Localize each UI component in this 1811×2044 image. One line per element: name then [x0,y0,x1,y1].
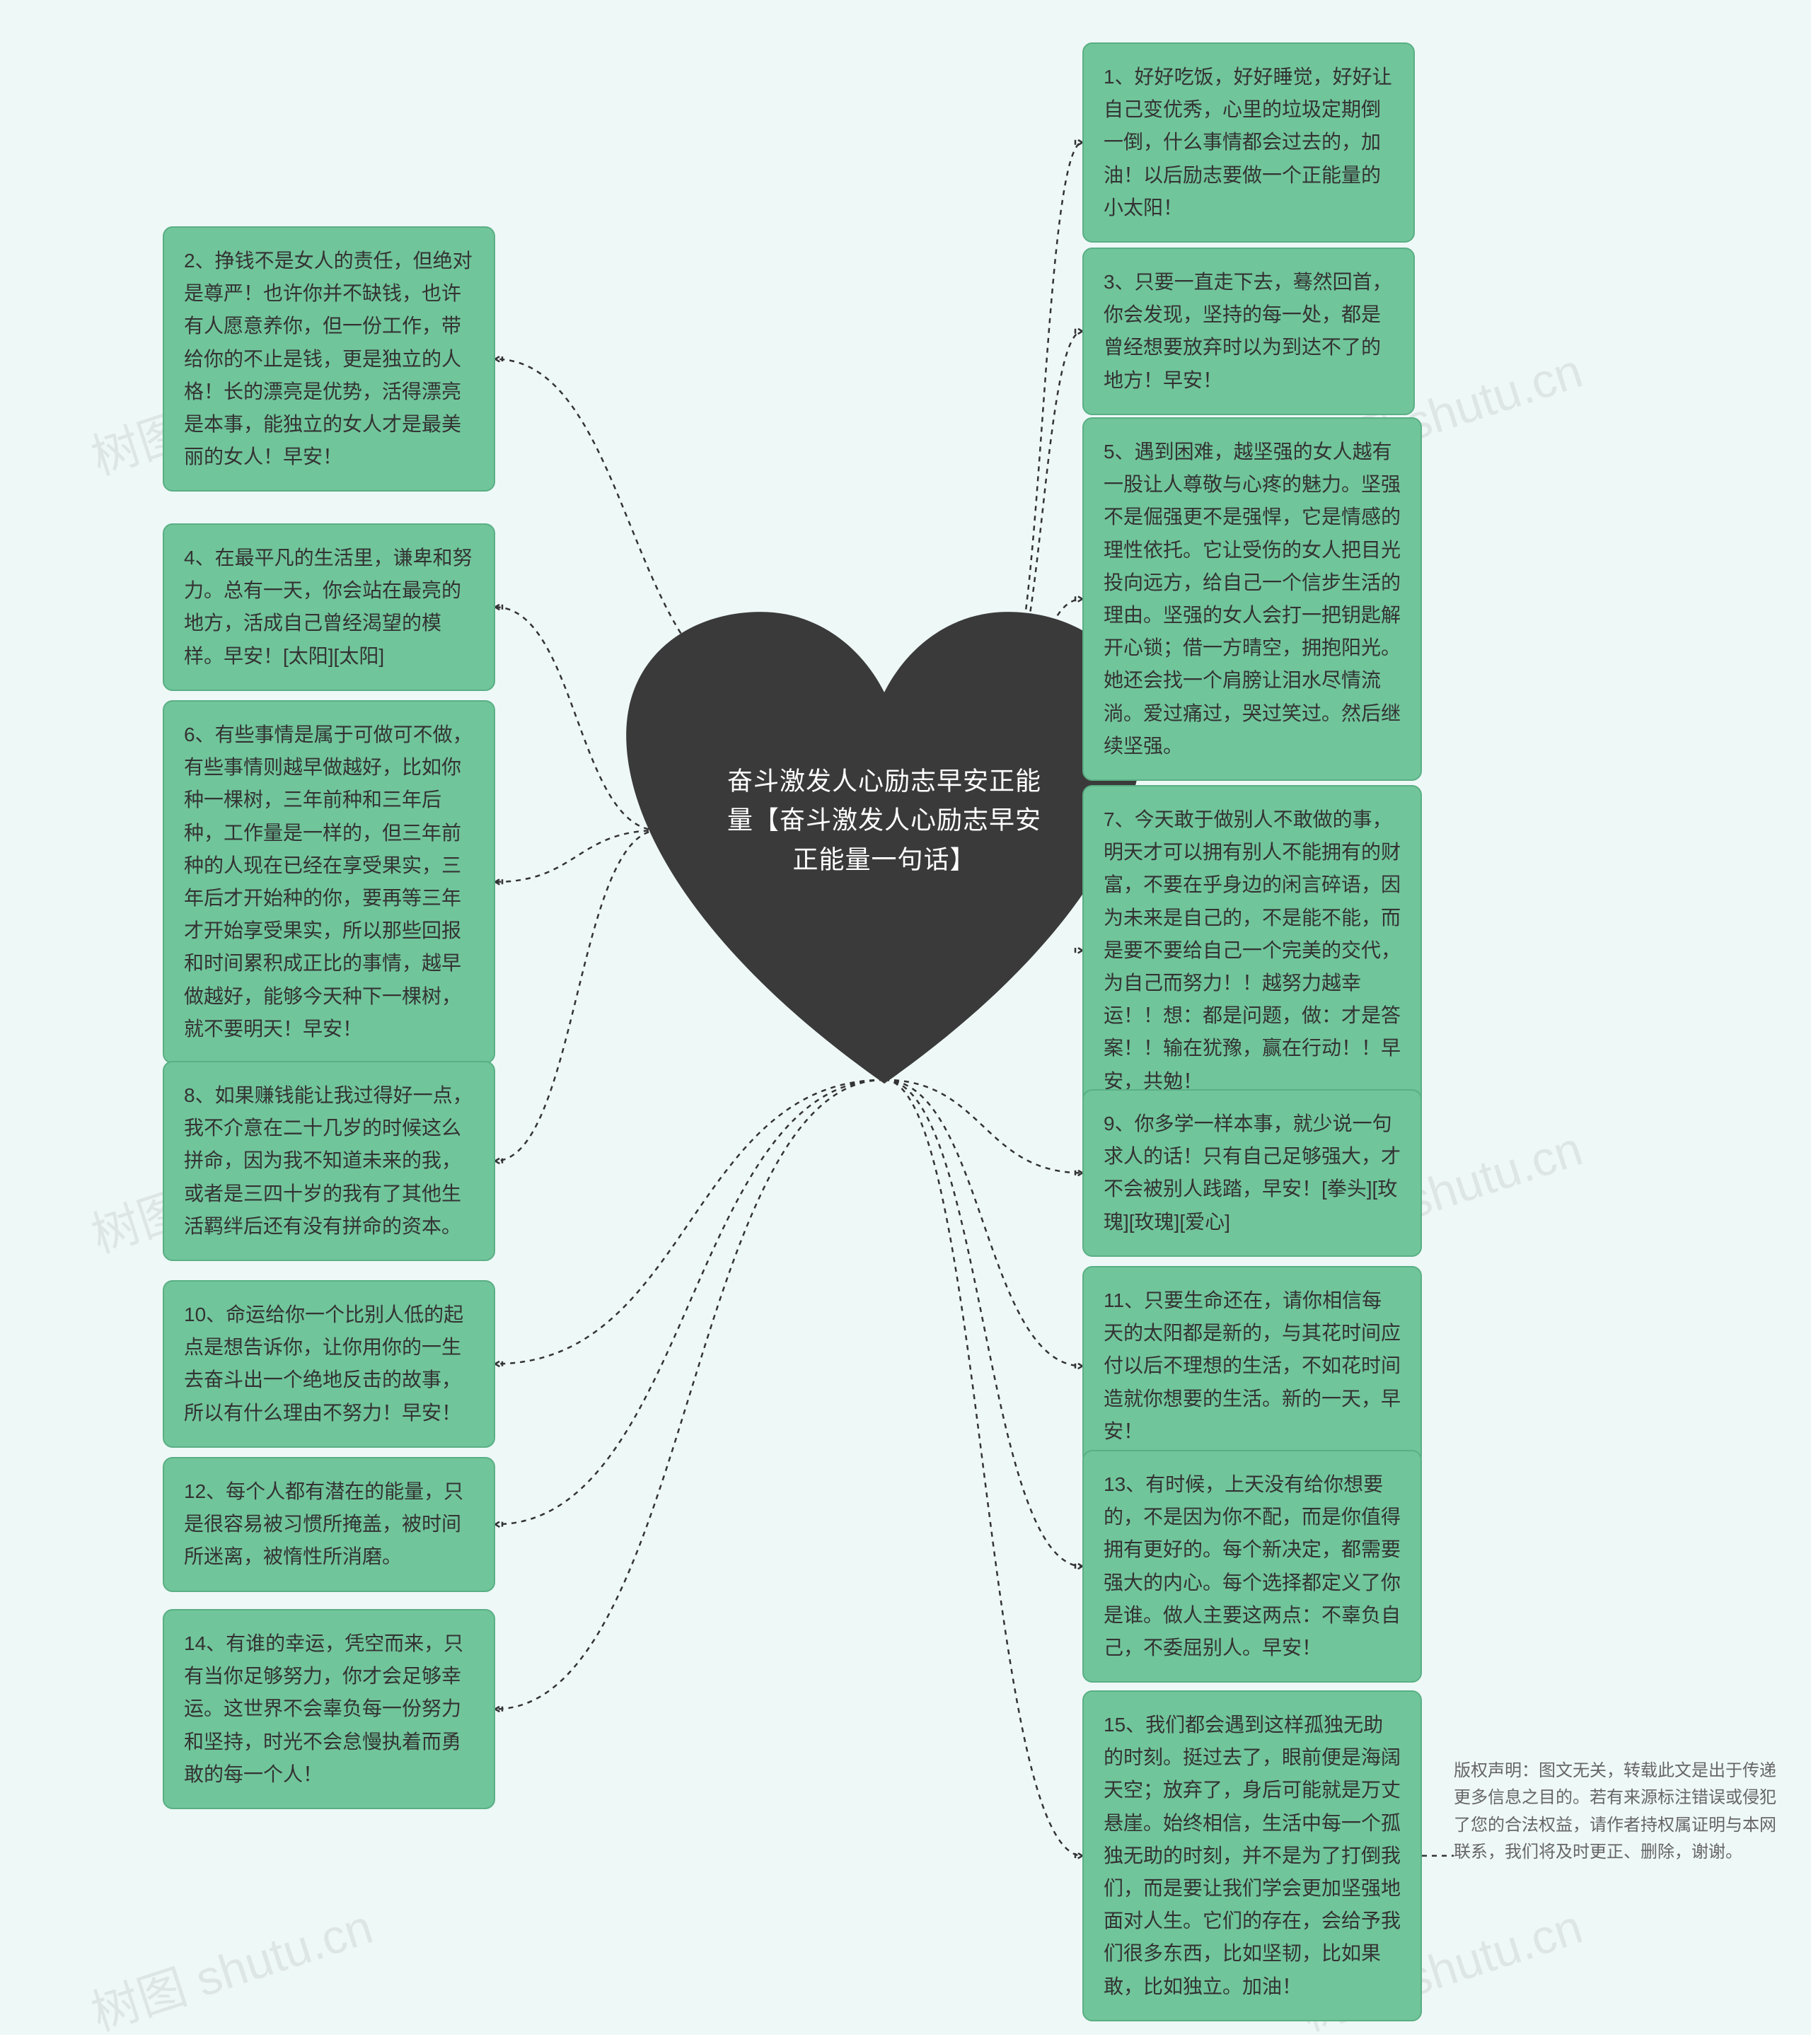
mindmap-node[interactable]: 3、只要一直走下去，蓦然回首，你会发现，坚持的每一处，都是曾经想要放弃时以为到达… [1082,248,1415,415]
mindmap-node[interactable]: 1、好好吃饭，好好睡觉，好好让自己变优秀，心里的垃圾定期倒一倒，什么事情都会过去… [1082,42,1415,243]
mindmap-node[interactable]: 6、有些事情是属于可做可不做，有些事情则越早做越好，比如你种一棵树，三年前种和三… [163,700,495,1064]
center-node-heart[interactable]: 奋斗激发人心励志早安正能量【奋斗激发人心励志早安正能量一句话】 [615,601,1153,1110]
mindmap-canvas: 树图 shutu.cn树图 shutu.cn树图 shutu.cn树图 shut… [0,0,1811,2035]
copyright-annotation: 版权声明：图文无关，转载此文是出于传递更多信息之目的。若有来源标注错误或侵犯了您… [1454,1758,1786,1866]
mindmap-node[interactable]: 12、每个人都有潜在的能量，只是很容易被习惯所掩盖，被时间所迷离，被惰性所消磨。 [163,1457,495,1592]
mindmap-node[interactable]: 11、只要生命还在，请你相信每天的太阳都是新的，与其花时间应付以后不理想的生活，… [1082,1266,1422,1466]
mindmap-node[interactable]: 4、在最平凡的生活里，谦卑和努力。总有一天，你会站在最亮的地方，活成自己曾经渴望… [163,523,495,691]
mindmap-node[interactable]: 9、你多学一样本事，就少说一句求人的话！只有自己足够强大，才不会被别人践踏，早安… [1082,1089,1422,1257]
mindmap-node[interactable]: 15、我们都会遇到这样孤独无助的时刻。挺过去了，眼前便是海阔天空；放弃了，身后可… [1082,1690,1422,2021]
mindmap-node[interactable]: 8、如果赚钱能让我过得好一点，我不介意在二十几岁的时候这么拼命，因为我不知道未来… [163,1061,495,1261]
center-title: 奋斗激发人心励志早安正能量【奋斗激发人心励志早安正能量一句话】 [718,761,1051,879]
mindmap-node[interactable]: 5、遇到困难，越坚强的女人越有一股让人尊敬与心疼的魅力。坚强不是倔强更不是强悍，… [1082,417,1422,781]
mindmap-node[interactable]: 14、有谁的幸运，凭空而来，只有当你足够努力，你才会足够幸运。这世界不会辜负每一… [163,1609,495,1809]
mindmap-node[interactable]: 7、今天敢于做别人不敢做的事，明天才可以拥有别人不能拥有的财富，不要在乎身边的闲… [1082,785,1422,1116]
mindmap-node[interactable]: 10、命运给你一个比别人低的起点是想告诉你，让你用你的一生去奋斗出一个绝地反击的… [163,1280,495,1448]
mindmap-node[interactable]: 13、有时候，上天没有给你想要的，不是因为你不配，而是你值得拥有更好的。每个新决… [1082,1450,1422,1683]
mindmap-node[interactable]: 2、挣钱不是女人的责任，但绝对是尊严！也许你并不缺钱，也许有人愿意养你，但一份工… [163,226,495,492]
